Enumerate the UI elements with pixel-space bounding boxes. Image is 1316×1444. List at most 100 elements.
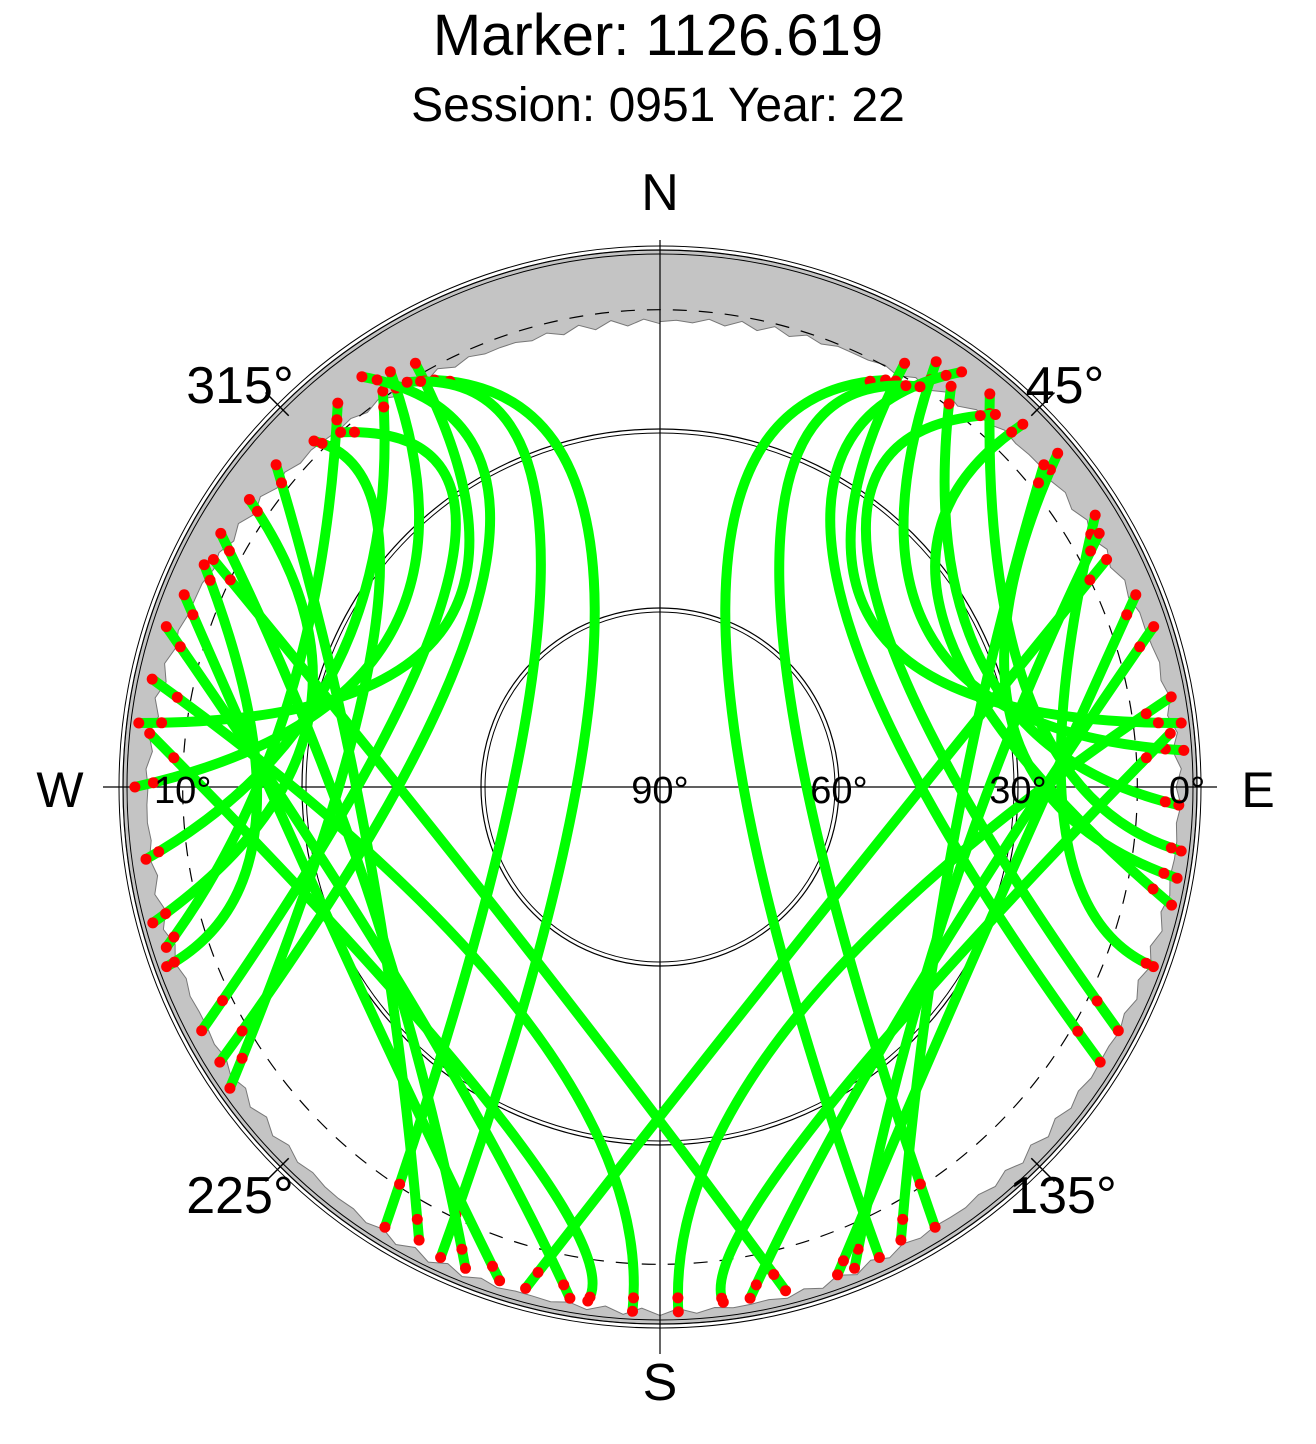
elevation-label-90: 90°	[631, 770, 688, 812]
track-end-point	[768, 1269, 780, 1280]
track-start-point	[1148, 621, 1160, 633]
track-end-point	[1165, 842, 1177, 854]
track-end-point	[717, 1296, 729, 1308]
satellite-track-line	[147, 674, 639, 1317]
track-end-point	[379, 1221, 391, 1233]
elevation-label-60: 60°	[810, 770, 867, 812]
track-end-point	[1171, 872, 1183, 884]
track-start-point	[1006, 426, 1018, 438]
track-end-point	[852, 1243, 864, 1255]
azimuth-tick-315	[264, 391, 290, 417]
satellite-track-line	[745, 621, 1159, 1304]
track-end-point	[460, 1262, 471, 1274]
axis-labels: N S E W 45° 135° 225° 315° 90° 60° 30° 0° 10°	[36, 164, 1274, 1412]
track-start-point	[1093, 527, 1105, 539]
track-end-point	[1166, 899, 1178, 911]
satellite-track-line	[1055, 510, 1159, 972]
satellite-track-30	[178, 589, 506, 1287]
track-end-point	[929, 1221, 941, 1233]
track-start-point	[1121, 609, 1133, 621]
track-start-point	[187, 609, 199, 621]
elevation-label-0: 0°	[1169, 770, 1205, 812]
track-start-point	[1140, 752, 1152, 764]
satellite-track-line	[898, 356, 1189, 756]
track-end-point	[394, 1178, 406, 1190]
track-end-point	[160, 908, 172, 920]
track-end-point	[895, 1234, 907, 1246]
satellite-track-line	[161, 621, 575, 1304]
satellite-track-line	[179, 589, 505, 1286]
track-start-point	[251, 505, 263, 517]
track-end-point	[1112, 1025, 1124, 1037]
track-end-point	[1159, 796, 1171, 808]
azimuth-label-135: 135°	[1009, 1167, 1117, 1225]
track-end-point	[168, 931, 180, 943]
track-end-point	[750, 1279, 762, 1291]
track-end-point	[1152, 717, 1164, 729]
track-start-point	[1140, 708, 1152, 720]
track-end-point	[147, 777, 159, 789]
satellite-track-line	[208, 554, 791, 1296]
track-end-point	[236, 1052, 248, 1064]
satellite-tracks	[129, 356, 1190, 1318]
track-start-point	[144, 727, 156, 739]
track-start-point	[945, 380, 957, 392]
satellite-track-line	[133, 358, 475, 728]
track-start-point	[1165, 691, 1177, 703]
track-end-point	[628, 1292, 639, 1304]
satellite-track-16	[672, 691, 1177, 1318]
track-end-point	[849, 1262, 860, 1274]
track-end-point	[435, 1252, 447, 1263]
track-end-point	[217, 995, 228, 1007]
track-end-point	[1158, 867, 1170, 879]
satellite-track-line	[214, 371, 496, 1068]
track-start-point	[1084, 574, 1096, 586]
track-start-point	[1130, 589, 1142, 601]
satellite-track-33	[144, 727, 598, 1307]
track-start-point	[930, 356, 942, 368]
track-start-point	[914, 381, 926, 393]
satellite-track-line	[379, 376, 546, 1233]
satellite-track-9	[1055, 509, 1159, 973]
track-end-point	[582, 1295, 594, 1307]
track-start-point	[204, 574, 216, 586]
track-end-point	[532, 1266, 544, 1278]
track-start-point	[335, 426, 347, 438]
track-end-point	[914, 1178, 926, 1190]
azimuth-tick-135	[1030, 1157, 1056, 1183]
satellite-track-line	[895, 459, 1049, 1246]
track-end-point	[520, 1282, 532, 1294]
track-end-point	[744, 1292, 756, 1304]
track-start-point	[940, 369, 952, 381]
compass-label-east: E	[1241, 762, 1274, 818]
track-start-point	[943, 398, 955, 410]
track-end-point	[1175, 717, 1187, 729]
track-end-point	[456, 1243, 468, 1255]
satellite-track-line	[715, 728, 1176, 1308]
track-start-point	[899, 357, 911, 369]
azimuth-label-225: 225°	[186, 1167, 294, 1225]
track-start-point	[224, 574, 236, 586]
satellite-track-14	[832, 589, 1142, 1281]
track-end-point	[160, 941, 172, 953]
azimuth-tick-225	[264, 1157, 290, 1183]
polar-grid	[103, 240, 1217, 1354]
track-end-point	[153, 846, 165, 858]
satellite-track-31	[160, 621, 576, 1304]
track-start-point	[384, 366, 396, 378]
track-start-point	[1017, 418, 1029, 430]
elevation-label-30: 30°	[989, 770, 1046, 812]
satellite-track-12	[895, 459, 1050, 1246]
satellite-track-11	[774, 380, 941, 1233]
track-end-point	[564, 1292, 576, 1304]
track-end-point	[1178, 744, 1190, 756]
satellite-track-line	[429, 375, 600, 1263]
track-start-point	[415, 375, 427, 387]
satellite-track-line	[774, 380, 941, 1233]
track-start-point	[1085, 545, 1097, 557]
track-end-point	[487, 1260, 498, 1272]
satellite-track-line	[672, 691, 1177, 1317]
chart-title: Marker: 1126.619	[432, 3, 884, 68]
satellite-track-25	[161, 559, 262, 973]
